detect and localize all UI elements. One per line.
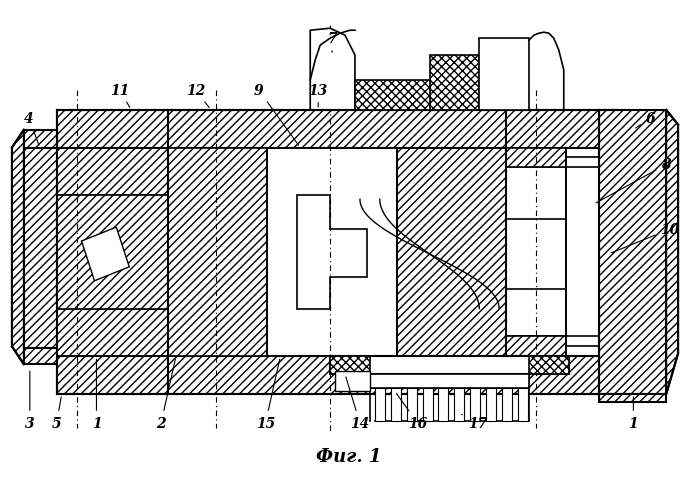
Polygon shape (330, 357, 569, 375)
Polygon shape (518, 388, 528, 421)
Text: 15: 15 (256, 359, 280, 430)
Polygon shape (57, 148, 168, 196)
Text: 1: 1 (92, 360, 101, 430)
Polygon shape (454, 388, 464, 421)
Polygon shape (335, 372, 370, 392)
Polygon shape (565, 158, 598, 347)
Polygon shape (375, 388, 384, 421)
Text: 13: 13 (308, 84, 328, 108)
Polygon shape (480, 39, 529, 110)
Text: 9: 9 (254, 84, 298, 146)
Polygon shape (268, 168, 506, 337)
Polygon shape (487, 388, 496, 421)
Polygon shape (430, 56, 480, 110)
Text: Фиг. 1: Фиг. 1 (317, 447, 382, 465)
Polygon shape (268, 148, 397, 357)
Text: 2: 2 (157, 359, 175, 430)
Polygon shape (82, 227, 129, 281)
Text: 10: 10 (611, 223, 680, 253)
Text: 11: 11 (110, 84, 130, 108)
Text: 7: 7 (327, 32, 337, 53)
Text: 16: 16 (396, 393, 427, 430)
Polygon shape (330, 357, 370, 375)
Polygon shape (506, 168, 565, 337)
Polygon shape (666, 110, 678, 394)
Polygon shape (438, 388, 449, 421)
Polygon shape (24, 130, 57, 364)
Text: 8: 8 (596, 158, 671, 203)
Text: 5: 5 (52, 397, 62, 430)
Polygon shape (12, 130, 24, 364)
Polygon shape (423, 388, 433, 421)
Polygon shape (57, 309, 168, 357)
Polygon shape (397, 148, 506, 357)
Polygon shape (598, 110, 666, 394)
Polygon shape (506, 337, 565, 357)
Text: 14: 14 (346, 377, 370, 430)
Text: 17: 17 (462, 414, 487, 430)
Text: 6: 6 (635, 111, 655, 129)
Text: 12: 12 (186, 84, 209, 108)
Polygon shape (407, 388, 417, 421)
Polygon shape (168, 148, 268, 357)
Polygon shape (506, 148, 565, 168)
Polygon shape (355, 81, 430, 110)
Polygon shape (57, 110, 619, 148)
Polygon shape (57, 357, 619, 394)
Polygon shape (529, 357, 569, 375)
Polygon shape (370, 375, 529, 388)
Polygon shape (310, 29, 355, 110)
Polygon shape (391, 388, 401, 421)
Text: 4: 4 (24, 111, 39, 146)
Text: 1: 1 (628, 397, 638, 430)
Polygon shape (297, 196, 367, 309)
Polygon shape (502, 388, 512, 421)
Polygon shape (470, 388, 480, 421)
Polygon shape (57, 196, 168, 309)
Text: 3: 3 (25, 371, 35, 430)
Polygon shape (598, 394, 666, 402)
